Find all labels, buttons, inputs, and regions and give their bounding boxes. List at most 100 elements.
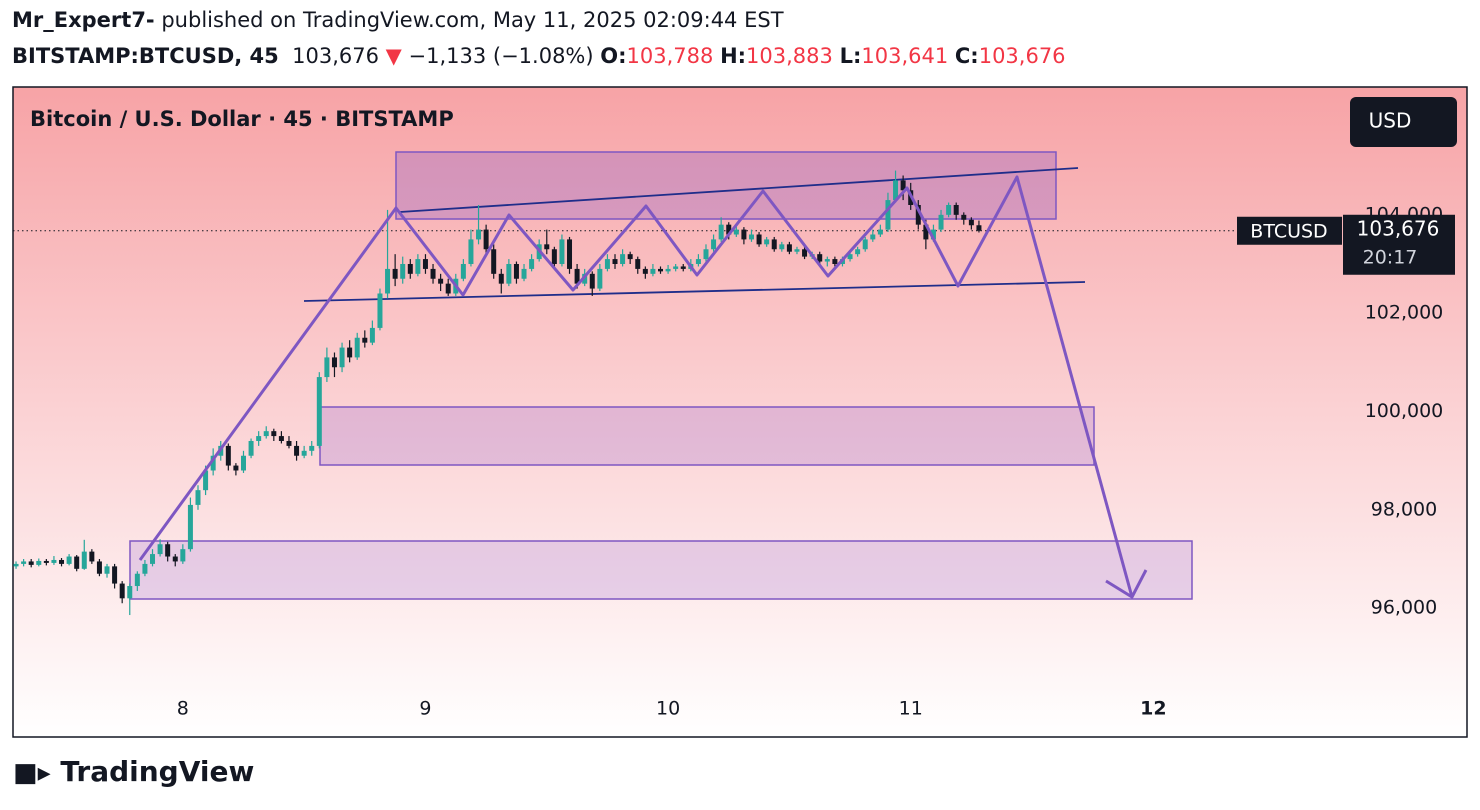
candle-body — [74, 556, 80, 569]
candle-body — [597, 268, 603, 289]
candle-body — [438, 278, 444, 284]
candle-body — [976, 225, 982, 231]
candle-body — [294, 445, 300, 456]
zone-box — [395, 151, 1057, 220]
y-tick-label: 100,000 — [1365, 400, 1444, 422]
candle-body — [445, 283, 451, 294]
candle-body — [187, 504, 193, 550]
candle-body — [930, 229, 936, 240]
candle-body — [718, 224, 724, 240]
logo-text: TradingView — [60, 755, 254, 788]
candle-body — [468, 239, 474, 264]
candle-body — [794, 249, 800, 252]
candle-body — [225, 445, 231, 466]
candle-body — [923, 224, 929, 240]
candle-body — [589, 273, 595, 289]
candle-body — [385, 268, 391, 294]
ohlc-key: L: — [839, 44, 862, 68]
candle-body — [832, 259, 838, 264]
candle-body — [324, 357, 330, 378]
candle-body — [862, 239, 868, 250]
candle-body — [278, 436, 284, 441]
candle-body — [567, 239, 573, 269]
candle-body — [150, 554, 156, 564]
logo: ■▸ TradingView — [13, 755, 254, 788]
candle-body — [642, 268, 648, 274]
candle-body — [961, 214, 967, 220]
candle-body — [104, 566, 110, 574]
candle-body — [112, 566, 118, 584]
candle-body — [142, 563, 148, 574]
candle-body — [96, 561, 102, 574]
candle-body — [900, 180, 906, 191]
x-tick-label: 8 — [177, 698, 189, 720]
candle-body — [506, 263, 512, 284]
candle-body — [256, 436, 262, 441]
y-tick-label: 98,000 — [1371, 498, 1437, 520]
candle-body — [604, 259, 610, 269]
candle-body — [415, 259, 421, 274]
symbol: BITSTAMP:BTCUSD, 45 — [12, 44, 279, 68]
ohlc-key: O: — [600, 44, 627, 68]
candle-body — [362, 337, 368, 343]
candle-body — [407, 263, 413, 274]
candle-body — [157, 544, 163, 555]
candle-body — [392, 268, 398, 279]
ohlc-value: 103,788 — [626, 44, 714, 68]
zone-box — [319, 406, 1095, 466]
candle-body — [263, 431, 269, 437]
candle-body — [938, 214, 944, 230]
candle-body — [422, 259, 428, 269]
candle-body — [476, 229, 482, 240]
ticker-line: BITSTAMP:BTCUSD, 45 103,676 ▼ −1,133 (−1… — [12, 44, 1066, 68]
candle-body — [43, 560, 49, 563]
candle-body — [301, 450, 307, 456]
countdown-label: 20:17 — [1363, 246, 1418, 268]
ohlc-value: 103,641 — [861, 44, 949, 68]
candle-body — [733, 229, 739, 235]
candle-body — [885, 200, 891, 230]
byline-text: published on TradingView.com, May 11, 20… — [161, 8, 784, 32]
currency-button-label[interactable]: USD — [1369, 109, 1412, 133]
ohlc: O:103,788 H:103,883 L:103,641 C:103,676 — [600, 44, 1065, 68]
candle-body — [855, 249, 861, 255]
candle-body — [529, 259, 535, 269]
candle-body — [400, 263, 406, 279]
legend-title: Bitcoin / U.S. Dollar · 45 · BITSTAMP — [30, 107, 454, 131]
candle-body — [195, 490, 201, 505]
currency-button[interactable] — [1350, 97, 1457, 147]
ohlc-key: H: — [720, 44, 747, 68]
candle-body — [248, 440, 254, 456]
zone-box — [129, 540, 1193, 600]
candle-body — [59, 559, 65, 564]
chart-frame — [12, 86, 1468, 738]
candle-body — [134, 573, 140, 587]
x-tick-label: 11 — [899, 698, 923, 720]
candle-body — [665, 268, 671, 272]
candle-body — [339, 347, 345, 368]
drawings — [129, 151, 1193, 600]
candle-body — [491, 249, 497, 274]
candle-body — [893, 180, 899, 201]
ohlc-value: 103,883 — [746, 44, 833, 68]
price-label-box — [1343, 214, 1455, 275]
x-tick-label: 9 — [419, 698, 431, 720]
candle-body — [66, 556, 72, 564]
candle-body — [498, 273, 504, 284]
candle-body — [483, 229, 489, 250]
candle-body — [233, 465, 239, 471]
candle-body — [316, 377, 322, 446]
candle-body — [756, 234, 762, 245]
candle-body — [817, 254, 823, 262]
candle-body — [680, 266, 686, 269]
candle-body — [240, 455, 246, 471]
candle-body — [915, 204, 921, 225]
candle-body — [51, 559, 57, 563]
y-tick-label: 96,000 — [1371, 597, 1437, 619]
last-price: 103,676 — [292, 44, 379, 68]
author: Mr_Expert7- — [12, 8, 155, 32]
candle-body — [847, 254, 853, 260]
candle-body — [635, 259, 641, 269]
candles — [13, 170, 1345, 616]
